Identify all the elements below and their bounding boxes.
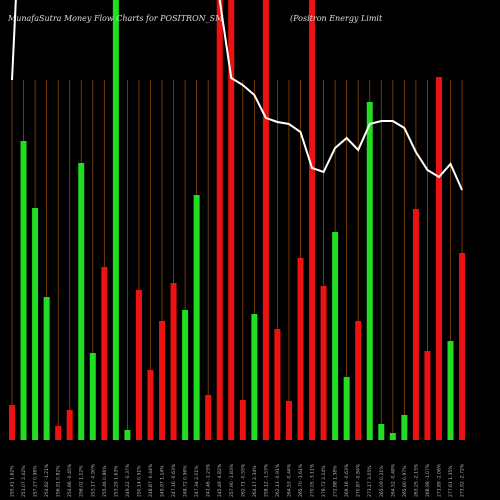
x-tick-label: 251.07 2.42% xyxy=(21,465,27,497)
x-tick-label: 268.98 -1.07% xyxy=(425,463,431,497)
x-tick-label: 263.25 -2.13% xyxy=(413,463,419,497)
bar xyxy=(239,400,246,440)
bar xyxy=(182,310,189,440)
x-tick-label: 270.87 -0.84% xyxy=(356,463,362,497)
x-tick-label: 265.70 -1.61% xyxy=(298,463,304,497)
x-tick-label: 249.22 -0.37% xyxy=(125,463,131,497)
bar xyxy=(332,232,339,440)
bar xyxy=(459,253,466,440)
x-tick-label: 258.12 -1.53% xyxy=(263,463,269,497)
bar xyxy=(285,401,292,440)
x-tick-label: 250.14 0.51% xyxy=(136,465,142,497)
bar xyxy=(216,0,223,440)
x-tick-label: 257.90 -1.83% xyxy=(229,463,235,497)
chart-subtitle: (Positron Energy Limit xyxy=(290,14,383,23)
x-tick-label: 272.88 1.38% xyxy=(333,465,339,497)
bar xyxy=(193,195,200,440)
x-tick-label: 265.09 0.21% xyxy=(379,465,385,497)
x-tick-label: 248.87 -0.44% xyxy=(148,463,154,497)
bar xyxy=(135,290,142,440)
bar xyxy=(251,314,258,440)
bar xyxy=(297,258,304,440)
bar xyxy=(435,77,442,440)
x-tick-label: 242.46 -1.23% xyxy=(206,463,212,497)
bar xyxy=(205,395,212,440)
x-tick-label: 262.71 -0.55% xyxy=(240,463,246,497)
bar xyxy=(55,426,62,440)
x-tick-label: 247.16 -0.63% xyxy=(171,463,177,497)
x-tick-label: 257.27 0.96% xyxy=(33,465,39,497)
bar xyxy=(101,267,108,440)
x-tick-label: 269.16 -0.63% xyxy=(344,463,350,497)
bar xyxy=(147,370,154,440)
bar xyxy=(20,141,27,440)
x-tick-label: 248.72 0.56% xyxy=(183,465,189,497)
x-tick-label: 264.52 -0.48% xyxy=(390,463,396,497)
x-tick-label: 249.97 1.14% xyxy=(160,465,166,497)
bar xyxy=(262,0,269,440)
x-tick-label: 264.53 -0.44% xyxy=(286,463,292,497)
x-tick-label: 256.02 1.12% xyxy=(79,465,85,497)
bar xyxy=(309,0,316,440)
x-tick-label: 247.34 2.01% xyxy=(194,465,200,497)
bar xyxy=(378,424,385,440)
x-tick-label: 264.17 2.34% xyxy=(252,465,258,497)
bar xyxy=(389,433,396,440)
bar xyxy=(343,377,350,440)
bar xyxy=(424,351,431,440)
bar xyxy=(124,430,131,440)
x-tick-label: 253.17 -0.90% xyxy=(90,463,96,497)
x-tick-label: 245.49 -4.82% xyxy=(217,463,223,497)
chart-title: MunafaSutra Money Flow Charts for POSITR… xyxy=(7,14,224,23)
x-tick-label: 277.61 1.35% xyxy=(448,465,454,497)
bar xyxy=(78,163,85,440)
x-tick-label: 256.91 0.82% xyxy=(56,465,62,497)
bar xyxy=(412,209,419,440)
bar xyxy=(112,0,119,440)
bar xyxy=(32,208,39,440)
x-tick-label: 255.46 0.86% xyxy=(102,465,108,497)
bar xyxy=(366,102,373,440)
x-tick-label: 265.80 0.97% xyxy=(402,465,408,497)
x-tick-label: 273.92 -2.72% xyxy=(460,463,466,497)
bar xyxy=(401,415,408,440)
x-tick-label: 253.29 1.63% xyxy=(113,465,119,497)
x-tick-label: 254.82 -1.21% xyxy=(44,463,50,497)
bar xyxy=(274,329,281,440)
x-tick-label: 273.17 3.05% xyxy=(367,465,373,497)
bar xyxy=(66,410,73,440)
x-tick-label: 262.13 -0.91% xyxy=(275,463,281,497)
bar xyxy=(89,353,96,440)
x-tick-label: 255.41 1.62% xyxy=(10,465,16,497)
x-tick-label: 271.89 -2.06% xyxy=(436,463,442,497)
bar xyxy=(170,283,177,440)
bar xyxy=(43,297,50,440)
bar xyxy=(228,0,235,440)
x-tick-label: 254.86 -0.45% xyxy=(67,463,73,497)
x-tick-label: 270.05 -3.11% xyxy=(310,463,316,497)
bar xyxy=(159,321,166,440)
bar xyxy=(355,321,362,440)
bar xyxy=(9,405,15,440)
price-line xyxy=(11,0,463,191)
x-tick-label: 278.72 2.14% xyxy=(321,465,327,497)
bar xyxy=(447,341,454,440)
bar xyxy=(320,286,327,440)
